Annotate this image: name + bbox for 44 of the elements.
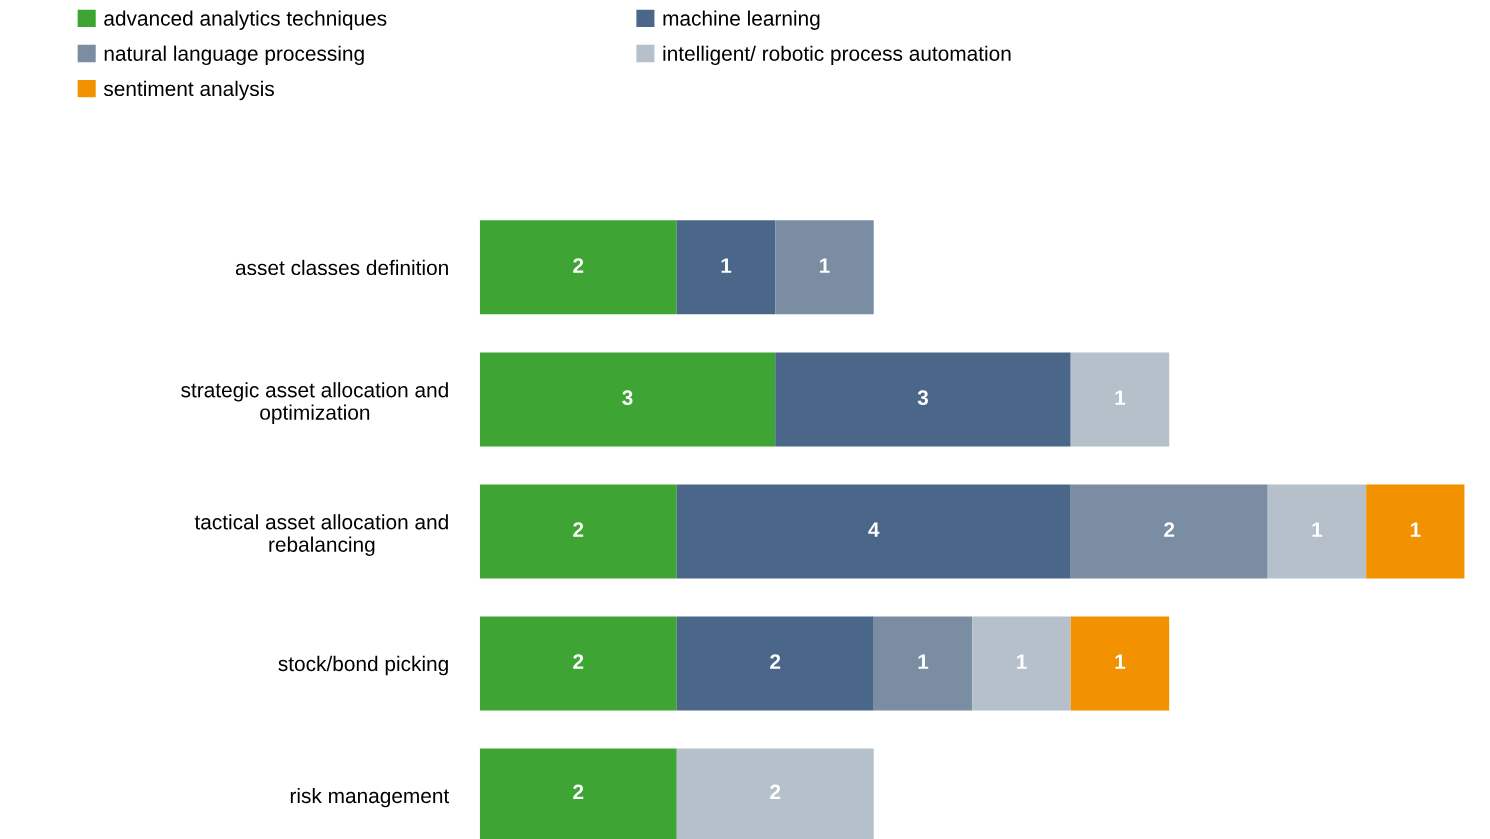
- y-tick-label: strategic asset allocation and optimization: [181, 382, 448, 424]
- y-tick-label: stock/bond picking: [278, 655, 448, 676]
- bar: [1070, 352, 1170, 447]
- data-label: 1: [721, 258, 732, 273]
- legend-label: natural language processing: [104, 45, 364, 66]
- data-label: 2: [1164, 522, 1175, 537]
- legend-label: advanced analytics techniques: [104, 10, 387, 30]
- data-label: 1: [1312, 522, 1323, 537]
- bar: [676, 616, 874, 711]
- data-label: 2: [573, 522, 584, 537]
- bar: [775, 352, 1071, 447]
- legend-label: sentiment analysis: [103, 80, 274, 101]
- legend-label: intelligent/ robotic process automation: [663, 45, 1011, 66]
- data-label: 2: [770, 784, 781, 800]
- data-label: 2: [770, 654, 781, 669]
- bar: [1070, 484, 1268, 579]
- data-label: 2: [573, 784, 584, 800]
- bar: [479, 616, 677, 711]
- bar: [479, 352, 776, 447]
- bar: [479, 484, 677, 579]
- legend-label: machine learning: [663, 10, 820, 30]
- y-tick-label: tactical asset allocation and rebalancing: [194, 514, 448, 556]
- data-label: 1: [1016, 654, 1027, 669]
- data-label: 2: [573, 654, 584, 669]
- bar: [972, 616, 1071, 711]
- bar: [676, 220, 776, 315]
- bar: [1267, 484, 1367, 579]
- data-label: 3: [917, 390, 929, 406]
- data-label: 1: [820, 258, 830, 273]
- bar: [1366, 484, 1465, 579]
- data-label: 2: [573, 258, 584, 273]
- data-label: 1: [1410, 522, 1421, 537]
- bar: [676, 484, 1071, 579]
- data-label: 1: [1115, 654, 1126, 669]
- data-label: 1: [1115, 390, 1126, 405]
- bar: [479, 220, 677, 315]
- data-label: 3: [622, 390, 633, 406]
- bar: [873, 616, 973, 711]
- data-label: 4: [868, 522, 880, 537]
- bar: [1070, 616, 1170, 711]
- data-label: 1: [918, 654, 929, 669]
- y-tick-label: asset classes definition: [235, 259, 448, 276]
- bar: [775, 220, 874, 315]
- y-tick-label: risk management: [290, 787, 450, 808]
